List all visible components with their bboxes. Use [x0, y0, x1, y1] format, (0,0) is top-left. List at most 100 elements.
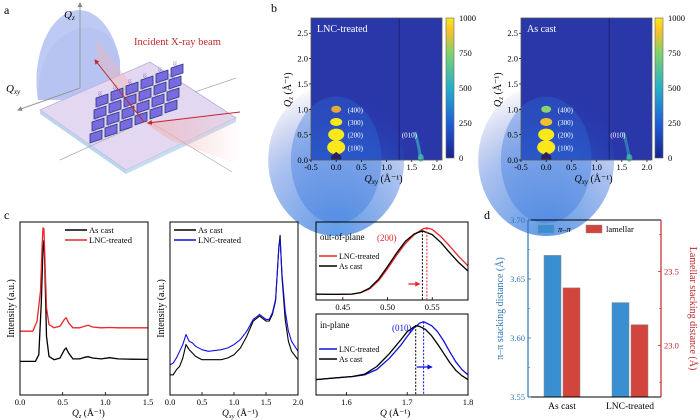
x-axis-unit: (Å⁻¹): [387, 407, 410, 419]
x-axis-symbol: Q: [575, 174, 583, 185]
x-axis-symbol: Q: [72, 409, 79, 419]
peak-spot-200: [328, 128, 345, 141]
panel-label-a: a: [4, 3, 10, 17]
legend-swatch: [537, 224, 555, 234]
x-tick-label: 0.5: [566, 162, 577, 172]
molecule-plate: [93, 105, 107, 120]
panel-label-d: d: [484, 208, 490, 222]
qz-axis-label: Qz: [64, 9, 75, 22]
molecule-plate: [121, 105, 135, 120]
molecule-plate: [89, 129, 103, 144]
incident-beam: [147, 111, 241, 126]
colorbar: [654, 17, 664, 159]
colorbar-tick-label: 500: [459, 83, 472, 93]
inset-title: in-plane: [320, 320, 350, 330]
x-tick-label: 1.0: [100, 397, 111, 407]
y-tick-label: 1.5: [507, 79, 518, 89]
side-chain-glyph: ξξ: [92, 128, 97, 133]
molecule-plate: [123, 93, 137, 108]
x-tick-label: 0.0: [165, 397, 176, 407]
out-of-plane-linecut: 0.0 0.5 1.0 1.5 Qz (Å⁻¹) Intensity (a.u.) As c…: [6, 221, 153, 420]
side-chain-glyph: ξξ: [143, 74, 148, 79]
molecule-plate: [151, 93, 165, 108]
x-tick-label: 0.0: [15, 397, 26, 407]
molecule-plate: [95, 93, 109, 108]
heatmap-as-cast: (100)(200)(300)(400)(010)As cast-0.5 0.0 0…: [478, 13, 685, 237]
side-chain-glyph: ξξ: [124, 104, 129, 109]
molecule-plate: [153, 81, 167, 96]
zoom-200-peak: 0.45 0.50 0.55 out-of-plane (200) LNC-treated…: [315, 221, 469, 312]
y-tick-label: 2.0: [507, 54, 518, 64]
y-axis-label: Intensity (a.u.): [156, 279, 167, 338]
bar-lamellar-lnc-treated: [630, 324, 649, 398]
x-tick-label: 0.45: [335, 302, 350, 312]
y2-tick-label: 23.5: [664, 267, 679, 277]
molecule-plate: [166, 87, 180, 102]
peak-spot-300: [540, 117, 553, 126]
scattered-beam: [94, 59, 145, 123]
x-tick-label: 1.8: [463, 397, 474, 407]
x-axis-unit: (Å⁻¹): [588, 173, 613, 185]
x-axis-subscript: xy: [581, 178, 589, 186]
x-tick-label: 0.50: [380, 302, 395, 312]
x-tick-label: 0.55: [425, 302, 440, 312]
y-tick-label: 0.0: [297, 155, 308, 165]
molecule-array: ξξ ξξ ξξ ξξ ξξ ξξ ξξ ξξ ξξ ξξ ξξ ξξ ξξ ξξ ξξ ξξ ξξ ξξ ξξ ξξ…: [89, 62, 184, 144]
legend-label: As cast: [89, 225, 114, 235]
plot-frame: [315, 221, 469, 301]
side-chain-glyph: ξξ: [156, 80, 161, 85]
molecule-plate: [106, 111, 120, 126]
colorbar-tick-label: 0: [668, 153, 672, 163]
peak-label: (300): [348, 119, 364, 127]
peak-label: (200): [377, 233, 397, 243]
molecule-plate: [140, 75, 154, 90]
y-tick-label: 1.0: [507, 104, 518, 114]
side-chain-glyph: ξξ: [113, 86, 118, 91]
x-tick-label: 1.5: [406, 162, 417, 172]
series-line-lnc-treated: [20, 227, 148, 332]
side-chain-glyph: ξξ: [109, 110, 114, 115]
side-chain-glyph: ξξ: [158, 68, 163, 73]
peak-label: (200): [348, 132, 364, 140]
legend-label: As cast: [198, 225, 223, 235]
colorbar-tick-label: 750: [668, 48, 681, 58]
x-tick-label: 2.0: [642, 162, 653, 172]
y-axis-subscript: z: [287, 97, 295, 101]
x-axis-symbol: Q: [365, 174, 373, 185]
y-axis-label: Qz (Å⁻¹): [492, 72, 505, 107]
zoom-010-peak: 1.6 1.7 1.8 Q (Å⁻¹) in-plane (010) LNC-treated…: [315, 313, 474, 419]
plot-frame: [520, 17, 653, 161]
side-chain-glyph: ξξ: [141, 86, 146, 91]
side-chain-glyph: ξξ: [107, 122, 112, 127]
molecule-plate: [168, 75, 182, 90]
beamstop: [541, 151, 552, 160]
y-tick-label: 3.70: [510, 215, 525, 225]
beamstop: [331, 151, 342, 160]
legend-label: As cast: [339, 355, 363, 364]
series-line-as-cast: [20, 239, 149, 363]
bar-lamellar-as-cast: [562, 287, 581, 398]
ground-line: [59, 127, 131, 161]
legend-label: lamellar: [606, 224, 634, 234]
series-line-lnc-treated: [169, 238, 299, 366]
y-tick-label: 0.0: [507, 155, 518, 165]
side-chain-glyph: ξξ: [171, 74, 176, 79]
peak-label: (300): [558, 119, 574, 127]
colorbar-tick-label: 1000: [459, 13, 476, 23]
colorbar-tick-label: 1000: [668, 13, 685, 23]
x-axis-label: Q (Å⁻¹): [380, 407, 410, 419]
y2-axis-label: Lamellar stacking distance (Å): [687, 247, 699, 371]
x-axis-symbol: Q: [222, 409, 229, 419]
colorbar-tick-label: 750: [459, 48, 472, 58]
bar-pi-pi-as-cast: [543, 255, 562, 398]
x-tick-label: 1.5: [261, 397, 272, 407]
colorbar-tick-label: 500: [668, 83, 681, 93]
plot-frame: [315, 313, 469, 396]
x-tick-label: 1.6: [341, 397, 352, 407]
y-axis-symbol: Q: [493, 99, 504, 107]
x-tick-label: As cast: [548, 402, 576, 412]
x-tick-label: LNC-treated: [606, 402, 654, 412]
x-tick-label: 0.0: [331, 162, 342, 172]
side-chain-glyph: ξξ: [154, 92, 159, 97]
